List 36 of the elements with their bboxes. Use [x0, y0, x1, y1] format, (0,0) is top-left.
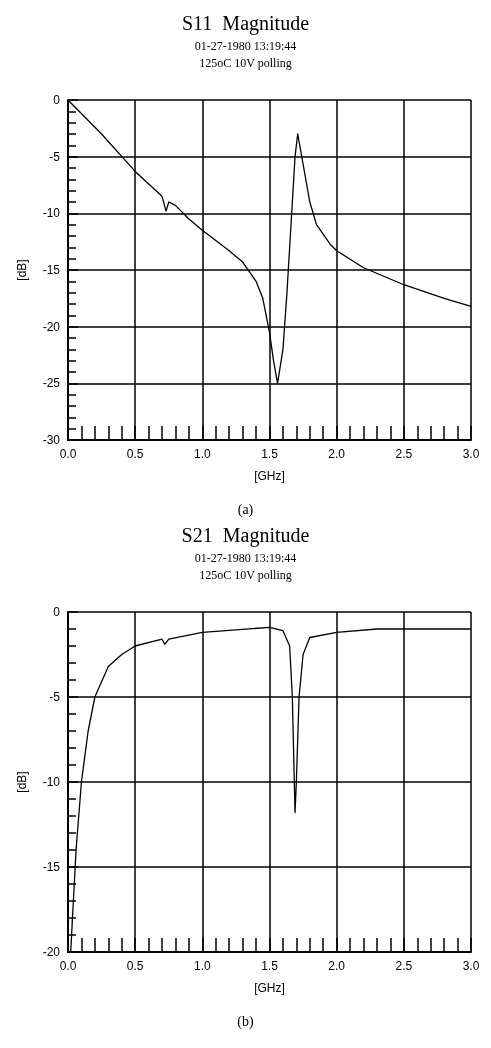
y-tick-label: -15 [42, 263, 61, 277]
x-axis-title: [GHz] [254, 469, 285, 483]
y-tick-label: -5 [49, 690, 61, 704]
x-tick-label: 0.5 [126, 447, 144, 461]
x-tick-label: 0.0 [59, 959, 77, 973]
x-tick-label: 2.0 [328, 447, 346, 461]
x-tick-label: 1.0 [193, 959, 211, 973]
y-tick-label: -10 [42, 206, 61, 221]
x-tick-label: 2.5 [395, 447, 413, 461]
x-tick-label: 3.0 [462, 959, 480, 973]
y-axis-title: [dB] [15, 259, 29, 281]
y-tick-label: -20 [42, 945, 61, 959]
chart-title: S21 Magnitude [181, 524, 310, 547]
y-tick-label: -25 [42, 376, 61, 391]
y-tick-label: 0 [53, 93, 61, 107]
x-tick-label: 2.0 [328, 959, 346, 973]
y-axis-title: [dB] [15, 771, 29, 793]
chart-title: S11 Magnitude [181, 12, 310, 35]
y-tick-label: -15 [42, 860, 61, 874]
x-tick-label: 0.5 [126, 959, 144, 973]
chart-subtitle: 01-27-1980 13:19:44 125oC 10V polling [194, 550, 297, 582]
y-tick-label: -5 [49, 149, 61, 164]
chart-subtitle: 01-27-1980 13:19:44 125oC 10V polling [194, 38, 297, 70]
x-tick-label: 1.5 [261, 447, 279, 461]
text: (a) [237, 501, 254, 518]
y-tick-label: -30 [42, 433, 61, 447]
y-tick-label: -10 [42, 775, 61, 789]
x-tick-label: 1.0 [193, 447, 211, 461]
x-tick-label: 1.5 [261, 959, 279, 973]
y-tick-label: -20 [42, 319, 61, 334]
text: (b) [237, 1013, 254, 1030]
x-tick-label: 3.0 [462, 447, 480, 461]
x-tick-label: 2.5 [395, 959, 413, 973]
x-axis-title: [GHz] [254, 981, 285, 995]
x-tick-label: 0.0 [59, 447, 77, 461]
y-tick-label: 0 [53, 605, 61, 619]
